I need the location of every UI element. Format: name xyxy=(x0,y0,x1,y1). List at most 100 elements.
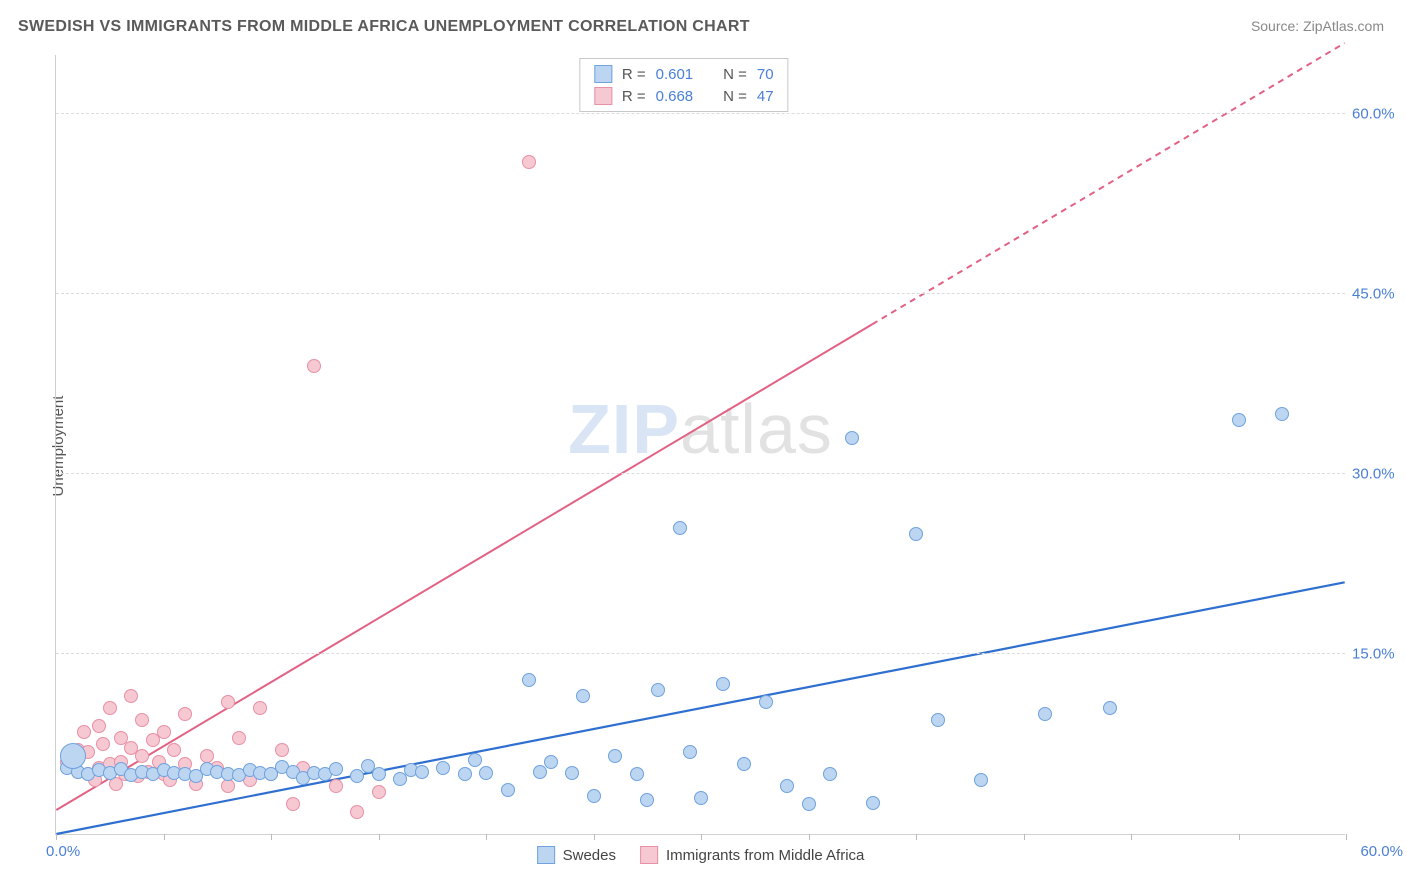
data-point-swedes xyxy=(576,689,590,703)
watermark-part-b: atlas xyxy=(680,390,833,468)
x-tick xyxy=(594,834,595,840)
data-point-immigrants xyxy=(350,805,364,819)
data-point-immigrants xyxy=(221,779,235,793)
y-tick-label: 15.0% xyxy=(1352,646,1406,663)
data-point-swedes xyxy=(974,773,988,787)
legend-item-immigrants: Immigrants from Middle Africa xyxy=(640,846,864,864)
data-point-swedes xyxy=(802,797,816,811)
data-point-swedes xyxy=(759,695,773,709)
data-point-swedes xyxy=(350,769,364,783)
y-tick-label: 45.0% xyxy=(1352,286,1406,303)
data-point-immigrants xyxy=(167,743,181,757)
data-point-immigrants xyxy=(96,737,110,751)
correlation-legend: R = 0.601 N = 70 R = 0.668 N = 47 xyxy=(579,58,789,112)
y-tick-label: 60.0% xyxy=(1352,106,1406,123)
gridline xyxy=(56,653,1345,654)
chart-title: SWEDISH VS IMMIGRANTS FROM MIDDLE AFRICA… xyxy=(18,18,750,36)
swatch-immigrants xyxy=(640,846,658,864)
data-point-swedes xyxy=(372,767,386,781)
data-point-swedes xyxy=(458,767,472,781)
swatch-swedes xyxy=(537,846,555,864)
data-point-immigrants xyxy=(178,707,192,721)
n-label: N = xyxy=(723,66,747,83)
x-tick xyxy=(809,834,810,840)
gridline xyxy=(56,293,1345,294)
data-point-swedes xyxy=(866,796,880,810)
x-tick xyxy=(271,834,272,840)
data-point-immigrants xyxy=(77,725,91,739)
data-point-immigrants xyxy=(92,719,106,733)
data-point-swedes xyxy=(640,793,654,807)
r-label: R = xyxy=(622,88,646,105)
legend-label-immigrants: Immigrants from Middle Africa xyxy=(666,847,864,864)
data-point-swedes xyxy=(1275,407,1289,421)
data-point-swedes xyxy=(479,766,493,780)
data-point-swedes xyxy=(737,757,751,771)
data-point-swedes xyxy=(716,677,730,691)
data-point-immigrants xyxy=(372,785,386,799)
correlation-row-immigrants: R = 0.668 N = 47 xyxy=(580,85,788,107)
data-point-swedes xyxy=(909,527,923,541)
data-point-swedes xyxy=(823,767,837,781)
chart-container: SWEDISH VS IMMIGRANTS FROM MIDDLE AFRICA… xyxy=(0,0,1406,892)
data-point-swedes xyxy=(1103,701,1117,715)
data-point-immigrants xyxy=(221,695,235,709)
data-point-swedes xyxy=(673,521,687,535)
data-point-swedes xyxy=(1232,413,1246,427)
data-point-immigrants xyxy=(135,713,149,727)
watermark-part-a: ZIP xyxy=(568,390,680,468)
r-label: R = xyxy=(622,66,646,83)
legend-label-swedes: Swedes xyxy=(563,847,616,864)
data-point-immigrants xyxy=(253,701,267,715)
data-point-immigrants xyxy=(135,749,149,763)
series-legend: Swedes Immigrants from Middle Africa xyxy=(537,846,865,864)
x-tick xyxy=(56,834,57,840)
x-axis-min-label: 0.0% xyxy=(46,843,80,860)
x-tick xyxy=(1024,834,1025,840)
r-value-immigrants: 0.668 xyxy=(656,88,694,105)
data-point-swedes xyxy=(845,431,859,445)
n-value-swedes: 70 xyxy=(757,66,774,83)
x-tick xyxy=(1239,834,1240,840)
swatch-immigrants xyxy=(594,87,612,105)
data-point-swedes xyxy=(522,673,536,687)
data-point-immigrants xyxy=(157,725,171,739)
x-tick xyxy=(701,834,702,840)
gridline xyxy=(56,113,1345,114)
correlation-row-swedes: R = 0.601 N = 70 xyxy=(580,63,788,85)
data-point-swedes xyxy=(780,779,794,793)
data-point-swedes xyxy=(468,753,482,767)
x-tick xyxy=(164,834,165,840)
legend-item-swedes: Swedes xyxy=(537,846,616,864)
data-point-immigrants xyxy=(275,743,289,757)
data-point-swedes xyxy=(651,683,665,697)
data-point-swedes xyxy=(329,762,343,776)
data-point-immigrants xyxy=(124,689,138,703)
n-value-immigrants: 47 xyxy=(757,88,774,105)
swatch-swedes xyxy=(594,65,612,83)
data-point-immigrants xyxy=(329,779,343,793)
data-point-immigrants xyxy=(232,731,246,745)
data-point-swedes xyxy=(931,713,945,727)
data-point-immigrants xyxy=(307,359,321,373)
watermark: ZIPatlas xyxy=(568,389,833,469)
source-prefix: Source: xyxy=(1251,18,1303,34)
x-tick xyxy=(916,834,917,840)
x-tick xyxy=(379,834,380,840)
x-axis-max-label: 60.0% xyxy=(1360,843,1403,860)
data-point-immigrants xyxy=(522,155,536,169)
data-point-swedes xyxy=(694,791,708,805)
gridline xyxy=(56,473,1345,474)
plot-area: ZIPatlas R = 0.601 N = 70 R = 0.668 N = … xyxy=(55,55,1345,835)
x-tick xyxy=(1131,834,1132,840)
x-tick xyxy=(1346,834,1347,840)
n-label: N = xyxy=(723,88,747,105)
data-point-swedes xyxy=(501,783,515,797)
data-point-swedes-emphasis xyxy=(60,743,86,769)
data-point-immigrants xyxy=(103,701,117,715)
data-point-swedes xyxy=(1038,707,1052,721)
trend-lines xyxy=(56,55,1345,834)
data-point-immigrants xyxy=(200,749,214,763)
data-point-swedes xyxy=(415,765,429,779)
data-point-swedes xyxy=(565,766,579,780)
